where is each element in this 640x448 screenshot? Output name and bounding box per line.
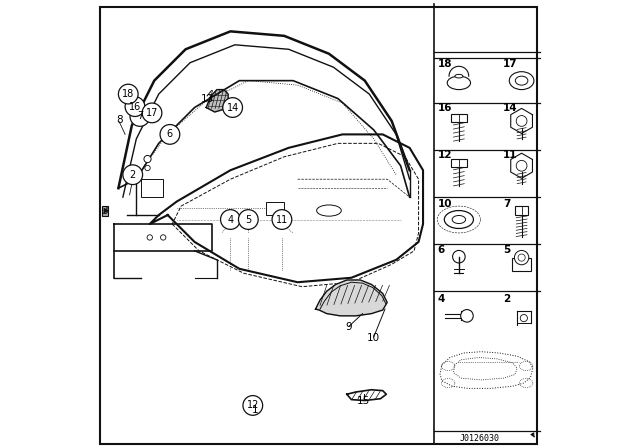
Circle shape: [144, 155, 151, 163]
Text: 11: 11: [503, 150, 517, 159]
Text: 17: 17: [503, 59, 517, 69]
Text: 2: 2: [130, 170, 136, 180]
Text: 6: 6: [167, 129, 173, 139]
Text: 15: 15: [357, 396, 371, 406]
Circle shape: [518, 254, 525, 261]
Circle shape: [118, 84, 138, 104]
Circle shape: [160, 125, 180, 144]
Text: 2: 2: [503, 294, 510, 304]
Text: 16: 16: [129, 102, 141, 112]
Text: 14: 14: [227, 103, 239, 112]
Text: 9: 9: [346, 322, 353, 332]
Ellipse shape: [317, 205, 341, 216]
Text: 11: 11: [276, 215, 288, 224]
Circle shape: [452, 250, 465, 263]
Text: 5: 5: [245, 215, 252, 224]
Polygon shape: [316, 280, 387, 316]
Circle shape: [223, 98, 243, 117]
Ellipse shape: [509, 72, 534, 90]
Text: 12: 12: [437, 150, 452, 159]
Polygon shape: [206, 90, 228, 112]
Ellipse shape: [447, 76, 470, 90]
Text: 4: 4: [437, 294, 445, 304]
Circle shape: [243, 396, 262, 415]
Text: 10: 10: [437, 199, 452, 209]
Bar: [102, 206, 108, 216]
Circle shape: [123, 165, 143, 185]
Circle shape: [516, 160, 527, 171]
Text: 16: 16: [437, 103, 452, 112]
Bar: [451, 114, 467, 122]
Text: 14: 14: [503, 103, 517, 112]
Circle shape: [145, 165, 150, 171]
Text: 7: 7: [503, 199, 510, 209]
Ellipse shape: [455, 74, 463, 78]
Text: 10: 10: [367, 333, 380, 343]
Circle shape: [142, 103, 162, 123]
Text: 1: 1: [252, 405, 259, 415]
Circle shape: [461, 310, 473, 322]
Circle shape: [130, 107, 150, 126]
Text: 17: 17: [146, 108, 158, 118]
Circle shape: [147, 235, 152, 240]
Text: 3: 3: [102, 206, 108, 215]
Text: 12: 12: [246, 401, 259, 410]
Ellipse shape: [452, 215, 466, 224]
Text: 5: 5: [503, 245, 510, 255]
Circle shape: [239, 210, 258, 229]
Bar: [141, 179, 163, 197]
Circle shape: [520, 314, 527, 322]
Text: 18: 18: [122, 89, 134, 99]
Circle shape: [272, 210, 292, 229]
Circle shape: [516, 116, 527, 126]
Bar: [451, 159, 467, 167]
Circle shape: [125, 97, 145, 116]
Ellipse shape: [444, 211, 474, 228]
Bar: [266, 202, 284, 215]
Circle shape: [515, 250, 529, 265]
Text: 18: 18: [437, 59, 452, 69]
Text: 6: 6: [437, 245, 445, 255]
Text: 8: 8: [116, 115, 123, 125]
Circle shape: [161, 235, 166, 240]
Text: 13: 13: [200, 94, 214, 103]
Ellipse shape: [515, 76, 528, 85]
Circle shape: [221, 210, 240, 229]
Bar: [512, 258, 531, 271]
Text: 4: 4: [227, 215, 234, 224]
Text: 7: 7: [137, 112, 143, 121]
Bar: [515, 206, 528, 215]
Text: J0126030: J0126030: [459, 434, 499, 443]
